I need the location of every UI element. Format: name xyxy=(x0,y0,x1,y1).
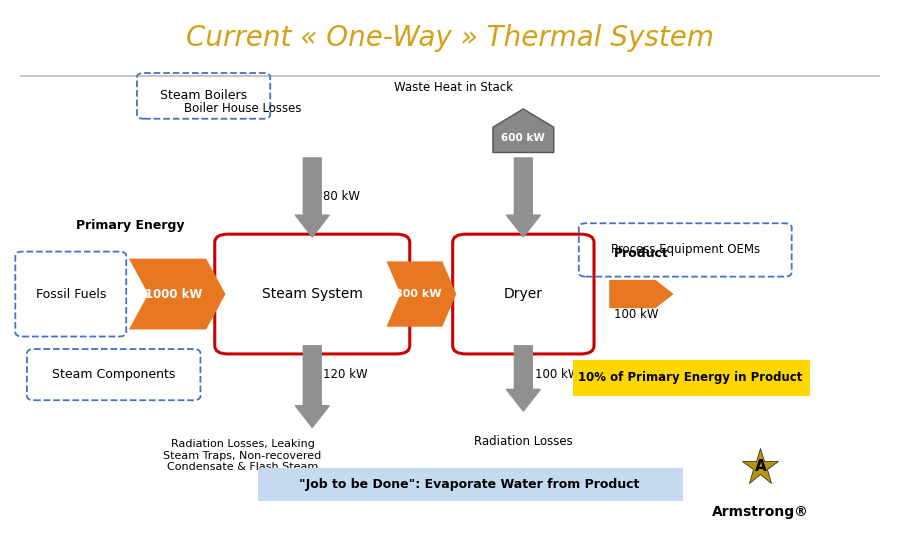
FancyBboxPatch shape xyxy=(215,234,410,354)
Text: Steam System: Steam System xyxy=(262,287,363,301)
Text: Steam Components: Steam Components xyxy=(52,368,176,381)
Text: 1000 kW: 1000 kW xyxy=(145,288,202,300)
Text: Steam Boilers: Steam Boilers xyxy=(160,90,248,102)
Text: A: A xyxy=(754,459,766,474)
Text: 100 kW: 100 kW xyxy=(535,367,580,381)
Text: 800 kW: 800 kW xyxy=(395,289,442,299)
Text: Armstrong®: Armstrong® xyxy=(712,505,809,519)
Text: Dryer: Dryer xyxy=(504,287,543,301)
Text: 120 kW: 120 kW xyxy=(323,367,367,381)
FancyArrow shape xyxy=(507,346,540,411)
Text: Process Equipment OEMs: Process Equipment OEMs xyxy=(611,244,760,256)
Polygon shape xyxy=(386,261,456,327)
Text: Primary Energy: Primary Energy xyxy=(76,219,184,233)
Polygon shape xyxy=(493,109,554,152)
FancyBboxPatch shape xyxy=(572,360,810,396)
Text: Fossil Fuels: Fossil Fuels xyxy=(36,288,106,300)
Text: "Job to be Done": Evaporate Water from Product: "Job to be Done": Evaporate Water from P… xyxy=(300,478,640,491)
Polygon shape xyxy=(129,258,226,329)
Text: Waste Heat in Stack: Waste Heat in Stack xyxy=(394,81,513,94)
Text: Radiation Losses, Leaking
Steam Traps, Non-recovered
Condensate & Flash Steam: Radiation Losses, Leaking Steam Traps, N… xyxy=(164,439,321,472)
Text: Product: Product xyxy=(614,247,669,260)
Text: 600 kW: 600 kW xyxy=(501,133,545,143)
Polygon shape xyxy=(609,280,673,308)
FancyBboxPatch shape xyxy=(257,468,682,501)
Text: Radiation Losses: Radiation Losses xyxy=(474,434,572,448)
Text: Current « One-Way » Thermal System: Current « One-Way » Thermal System xyxy=(186,24,714,52)
FancyArrow shape xyxy=(507,158,540,237)
Text: 100 kW: 100 kW xyxy=(614,308,658,321)
FancyArrow shape xyxy=(295,346,329,427)
Text: Boiler House Losses: Boiler House Losses xyxy=(184,102,302,116)
FancyArrow shape xyxy=(295,158,329,237)
Text: 80 kW: 80 kW xyxy=(323,190,360,202)
Text: 10% of Primary Energy in Product: 10% of Primary Energy in Product xyxy=(579,371,803,384)
FancyBboxPatch shape xyxy=(453,234,594,354)
